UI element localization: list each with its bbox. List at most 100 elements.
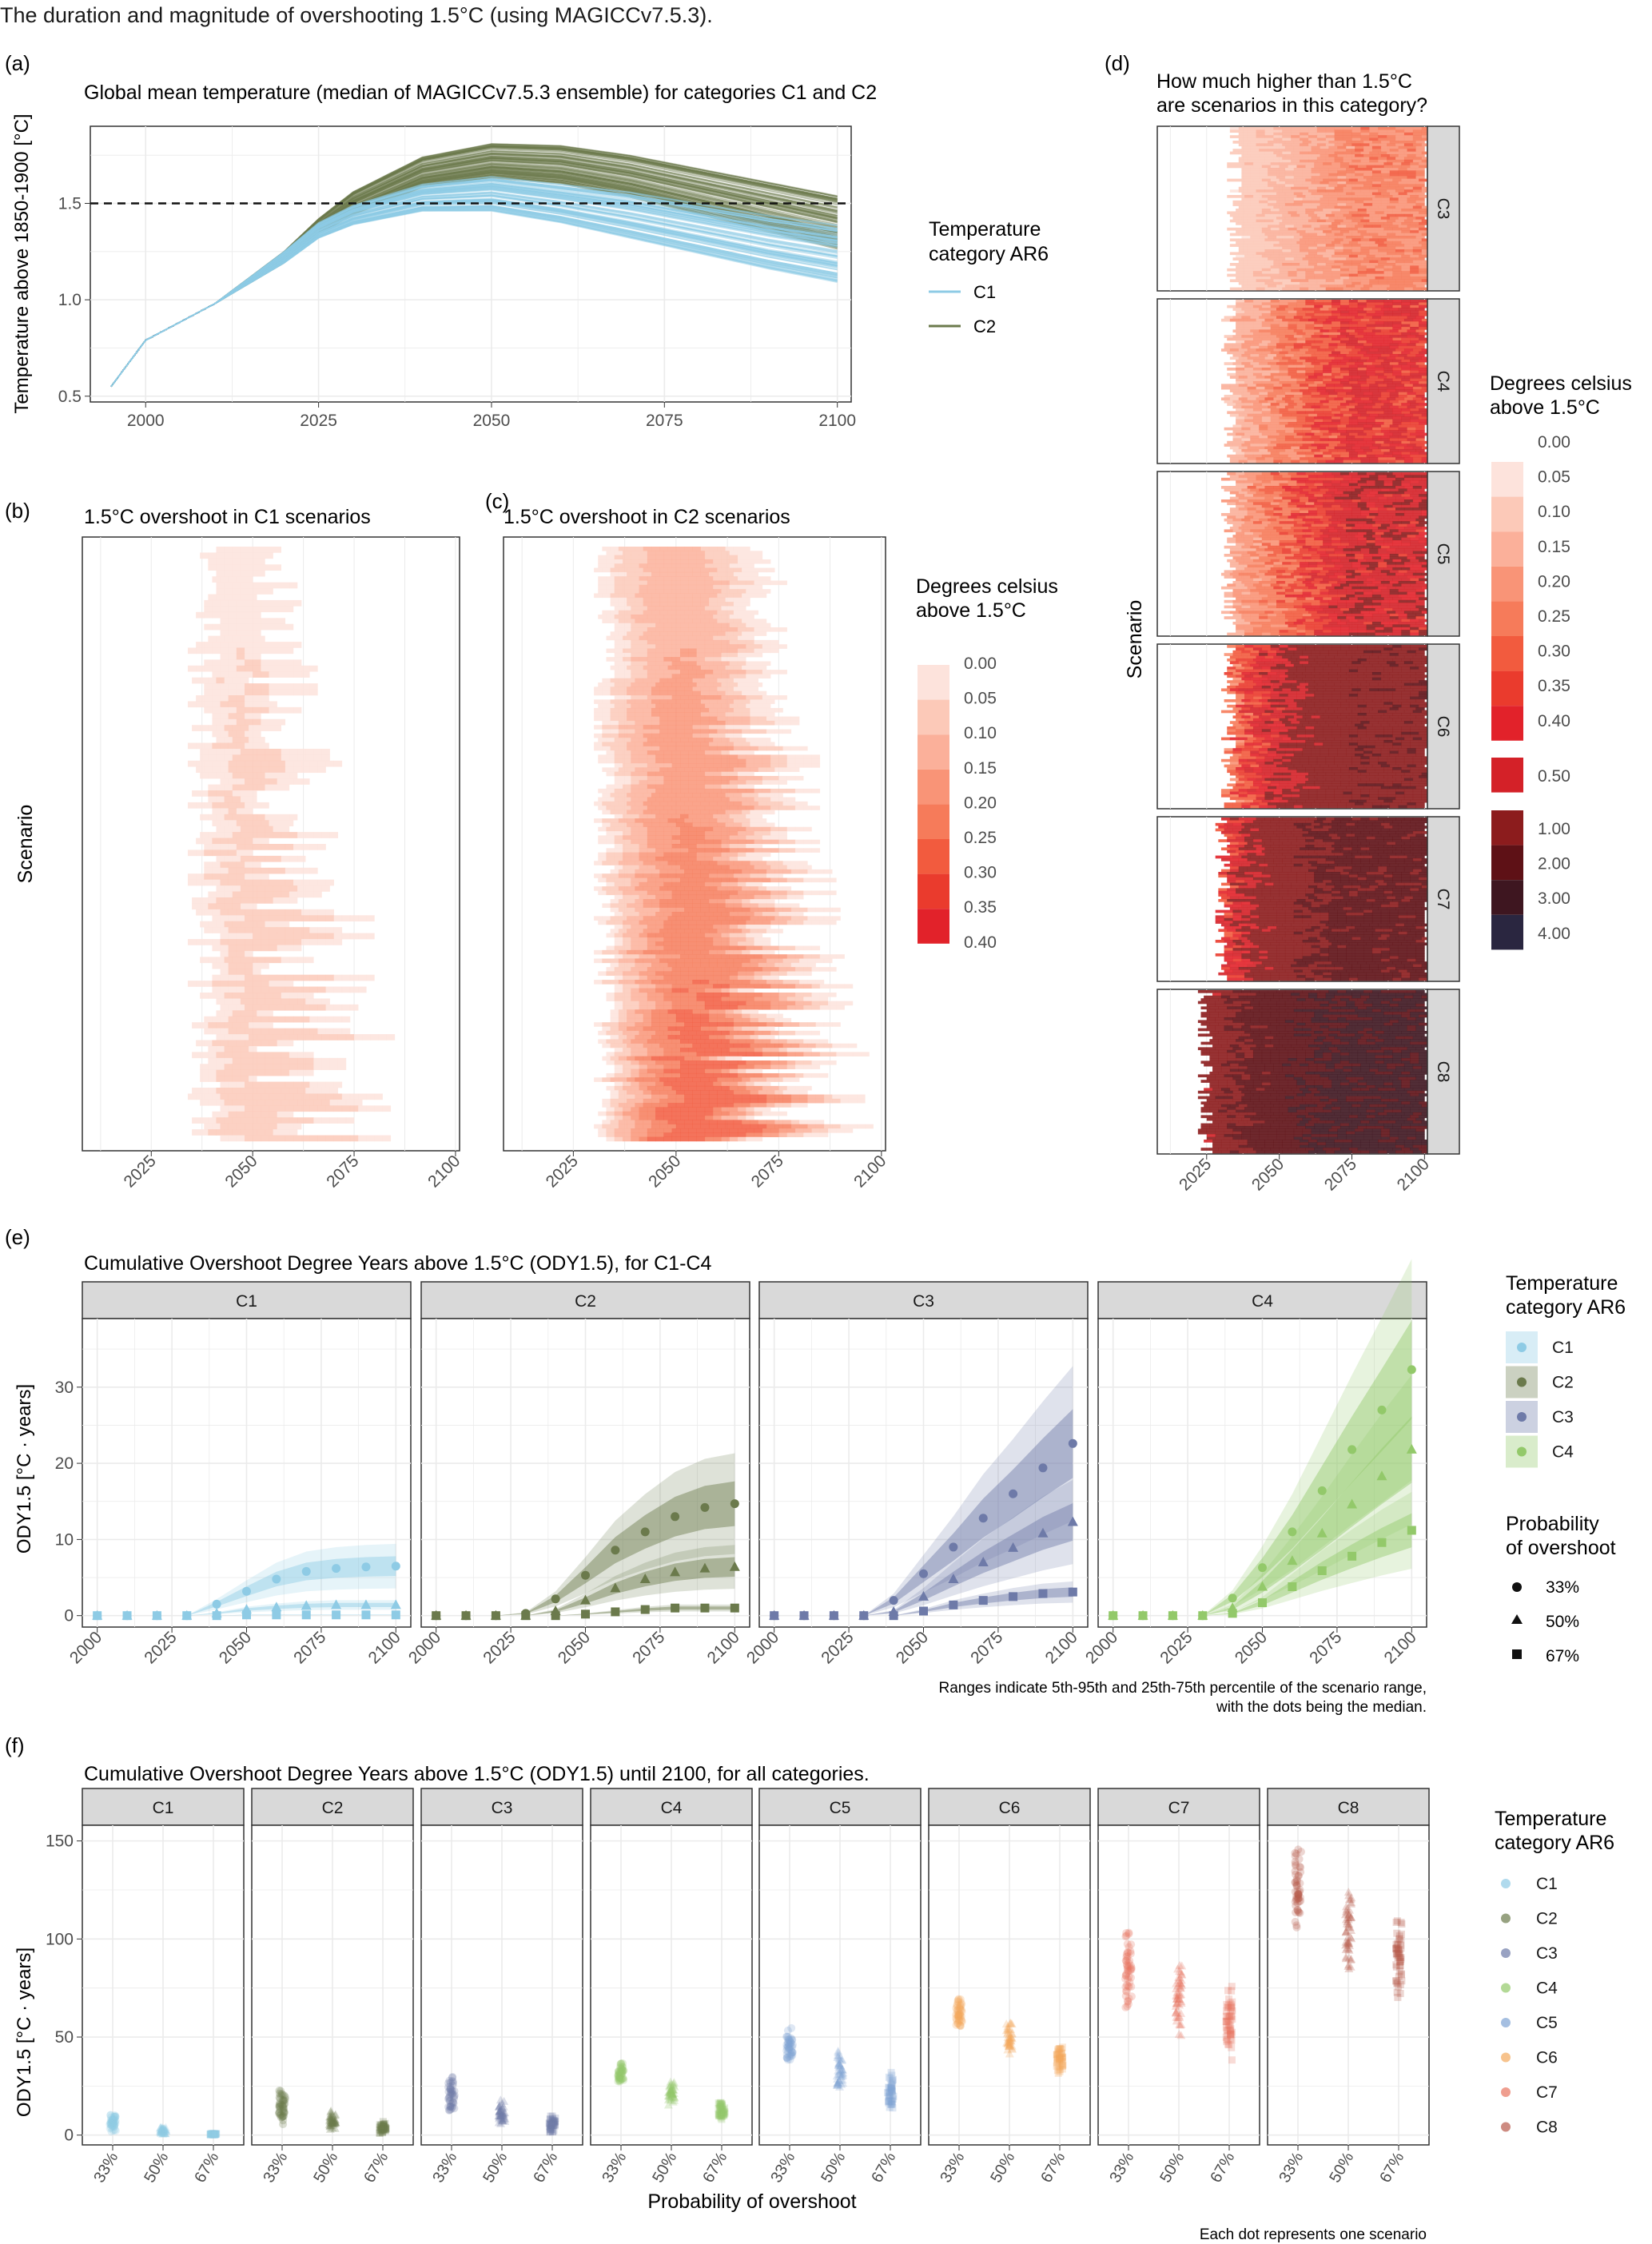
heat-cell [655,1064,664,1069]
heat-cell [204,659,213,666]
heat-cell [704,584,714,590]
heat-cell [786,1132,796,1137]
heat-cell [663,563,673,568]
heat-cell [684,861,693,865]
heat-cell [1325,127,1335,130]
heat-cell [675,716,685,722]
heat-cell [692,1013,702,1019]
heat-cell [602,958,611,964]
heat-cell [354,1099,363,1106]
heat-cell [778,993,787,997]
heat-cell [236,1135,245,1142]
heat-cell [301,1135,310,1142]
heat-cell [261,760,269,767]
heat-cell [1264,159,1274,163]
heat-cell [614,826,623,832]
heat-cell [725,1056,734,1061]
heat-cell [823,1124,833,1129]
heat-cell [729,1085,738,1091]
heat-cell [725,742,734,747]
heat-cell [651,602,660,607]
heat-cell [700,1043,710,1048]
heat-cell [647,551,656,555]
panel-d-title-1: How much higher than 1.5°C [1156,70,1412,93]
heat-cell [717,1124,726,1129]
heat-cell [614,639,623,645]
heat-cell [228,701,237,708]
heat-cell [729,670,738,674]
heat-cell [692,1017,702,1023]
heat-cell [729,856,738,861]
heat-cell [675,746,685,751]
heat-cell [754,695,763,700]
heat-cell [737,635,746,641]
heat-cell [623,1068,631,1074]
heat-cell [729,835,738,840]
heat-cell [790,1124,800,1129]
heat-cell [737,920,746,925]
heat-cell [639,1060,648,1065]
heat-cell [786,945,796,951]
heat-cell [1238,151,1248,155]
heat-cell [750,903,758,909]
heat-cell [236,706,245,714]
heat-cell [700,886,710,891]
heat-cell [325,1016,334,1023]
heat-cell [216,921,225,928]
heat-cell [643,712,652,717]
heat-cell [269,706,277,714]
heat-cell [786,865,796,870]
heat-cell [643,962,652,968]
heat-cell [696,1107,706,1112]
heat-cell [713,750,722,755]
heat-cell [253,844,261,850]
heat-cell [663,881,673,887]
heat-cell [1387,151,1396,155]
heat-cell [790,1103,800,1108]
heat-cell [598,1132,607,1137]
heat-cell [700,1120,710,1125]
heat-cell [754,576,763,581]
heat-cell [245,659,253,666]
heat-cell [212,915,221,922]
heat-cell [627,571,635,577]
heat-cell [261,718,269,726]
heat-cell [228,647,237,654]
heat-cell [823,1043,833,1048]
heat-cell [627,1043,635,1048]
heat-cell [725,949,734,955]
heat-cell [208,897,217,904]
heat-cell [729,890,738,896]
heat-cell [803,967,812,972]
heat-cell [224,772,233,779]
heat-cell [240,547,249,553]
heat-cell [688,839,697,845]
heat-cell [236,838,245,845]
heat-cell [610,1103,619,1108]
heat-cell [281,582,290,589]
heat-cell [647,635,656,641]
heat-cell [782,903,792,909]
heat-cell [811,1001,821,1006]
heat-cell [301,844,310,850]
heat-cell [1387,135,1396,138]
heat-cell [803,1064,812,1069]
heat-cell [684,729,693,734]
heat-cell [289,993,298,999]
heat-cell [618,1043,627,1048]
heat-cell [610,602,619,607]
heat-cell [200,790,209,797]
heat-cell [667,729,677,734]
heat-cell [721,1136,730,1142]
heat-cell [1421,132,1431,136]
heat-cell [729,738,738,742]
heat-cell [704,967,714,972]
heat-cell [680,703,689,709]
heat-cell [643,1035,652,1040]
heat-cell [643,810,652,815]
heat-cell [257,582,265,589]
heat-cell [737,984,746,989]
heat-cell [216,814,225,821]
heat-cell [187,873,197,880]
heat-cell [680,661,689,666]
